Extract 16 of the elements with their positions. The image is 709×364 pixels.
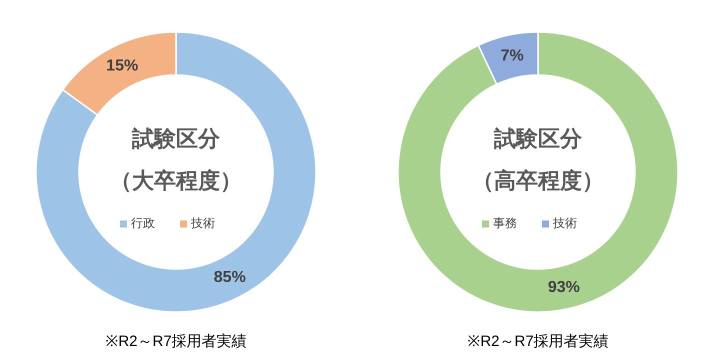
text: （高卒程度） bbox=[472, 168, 604, 193]
legend-label: 技術 bbox=[190, 216, 215, 230]
data-label: 15% bbox=[106, 58, 138, 75]
legend-label: 技術 bbox=[552, 216, 577, 230]
text: 試験区分 bbox=[131, 126, 221, 151]
donut-slice bbox=[397, 31, 679, 313]
legend-label: 行政 bbox=[131, 216, 155, 230]
donut-slice bbox=[35, 31, 317, 313]
data-label: 7% bbox=[500, 48, 524, 65]
text: ※R2～R7採用者実績 bbox=[467, 332, 609, 350]
data-label: 93% bbox=[548, 278, 580, 296]
text: 試験区分 bbox=[493, 126, 583, 151]
text: （大卒程度） bbox=[110, 168, 242, 193]
text: ※R2～R7採用者実績 bbox=[105, 332, 247, 350]
legend-label: 事務 bbox=[493, 216, 517, 230]
data-label: 85% bbox=[214, 268, 246, 286]
